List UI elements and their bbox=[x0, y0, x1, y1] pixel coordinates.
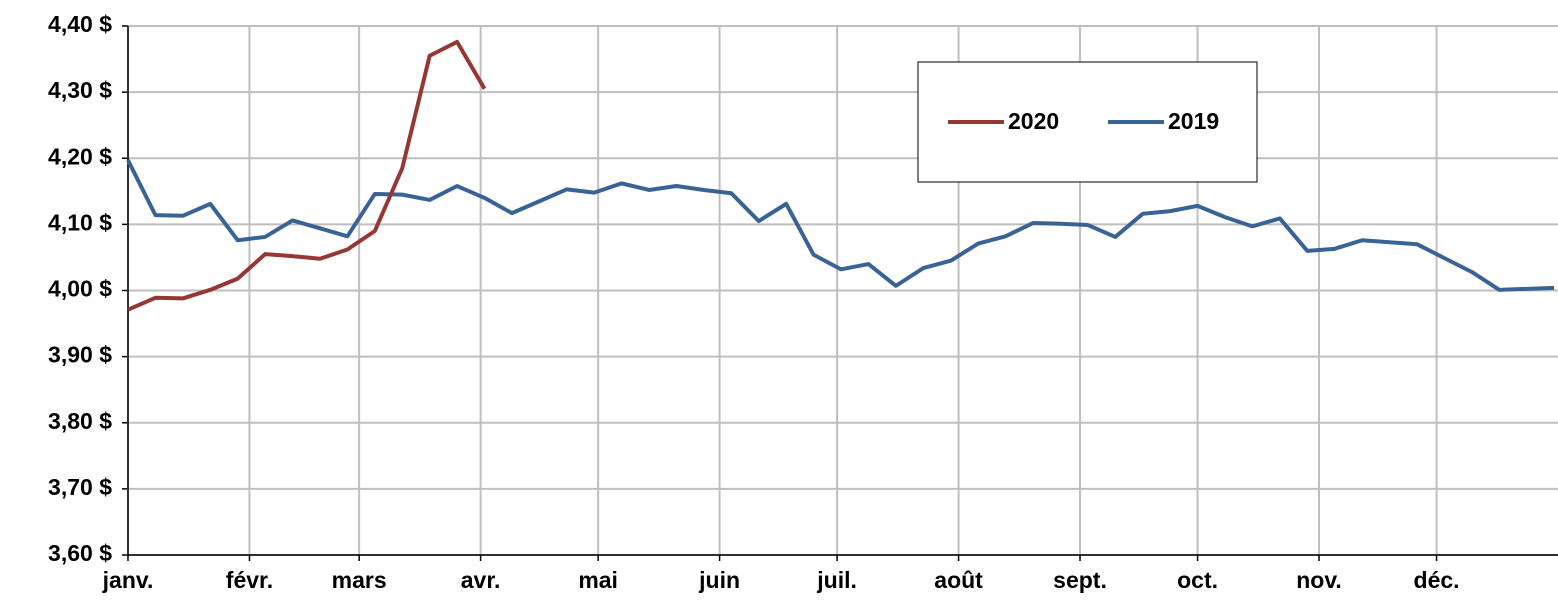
x-tick-label: mars bbox=[332, 567, 387, 593]
y-tick-label: 4,10 $ bbox=[48, 209, 112, 235]
x-tick-label: avr. bbox=[461, 567, 501, 593]
x-tick-label: déc. bbox=[1414, 567, 1460, 593]
y-tick-label: 4,40 $ bbox=[48, 11, 112, 37]
x-tick-label: nov. bbox=[1296, 567, 1342, 593]
x-tick-label: janv. bbox=[102, 567, 154, 593]
series-line bbox=[126, 159, 1555, 292]
x-tick-label: juin bbox=[698, 567, 740, 593]
y-tick-label: 4,20 $ bbox=[48, 143, 112, 169]
y-tick-label: 3,90 $ bbox=[48, 342, 112, 368]
x-tick-label: févr. bbox=[226, 567, 273, 593]
x-tick-label: oct. bbox=[1177, 567, 1218, 593]
y-tick-label: 3,80 $ bbox=[48, 408, 112, 434]
x-tick-label: sept. bbox=[1053, 567, 1107, 593]
y-tick-label: 4,00 $ bbox=[48, 276, 112, 302]
legend-label: 2020 bbox=[1008, 108, 1059, 134]
x-tick-label: août bbox=[934, 567, 983, 593]
y-tick-label: 3,60 $ bbox=[48, 540, 112, 566]
legend-label: 2019 bbox=[1168, 108, 1219, 134]
x-tick-label: mai bbox=[578, 567, 618, 593]
series-line bbox=[127, 39, 487, 312]
y-tick-label: 4,30 $ bbox=[48, 77, 112, 103]
y-tick-label: 3,70 $ bbox=[48, 474, 112, 500]
x-tick-label: juil. bbox=[816, 567, 857, 593]
